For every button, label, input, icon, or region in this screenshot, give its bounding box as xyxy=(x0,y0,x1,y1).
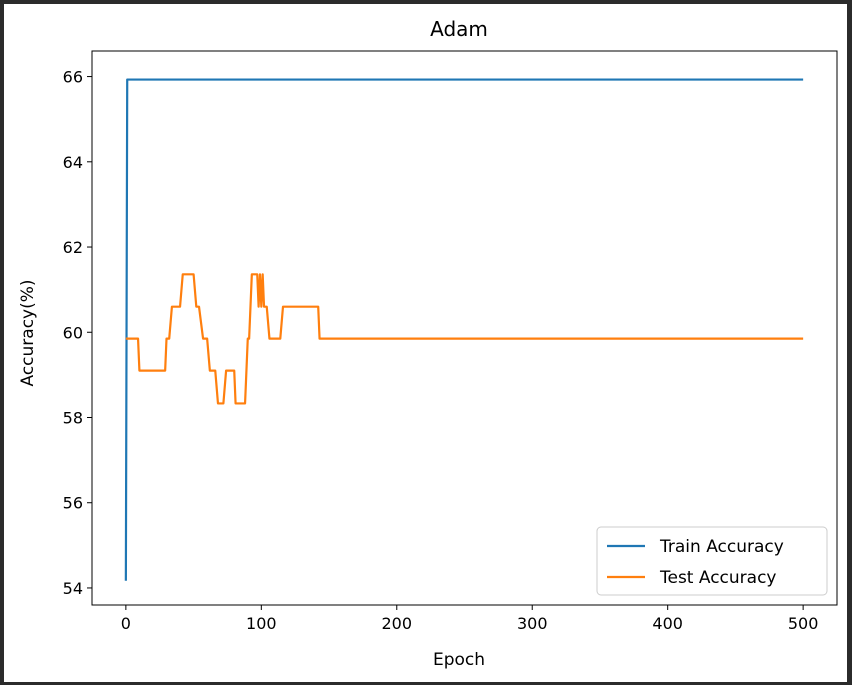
x-tick-label: 400 xyxy=(652,614,683,633)
x-axis-label: Epoch xyxy=(433,650,485,670)
series-line-test xyxy=(125,273,804,405)
y-axis-label: Accuracy(%) xyxy=(18,279,38,386)
legend-box xyxy=(596,526,828,596)
y-tick-label: 60 xyxy=(63,323,83,342)
x-tick-label: 200 xyxy=(381,614,412,633)
y-tick-label: 56 xyxy=(63,494,83,513)
x-axis: 0 100 200 300 400 500 xyxy=(121,605,819,633)
legend: Train Accuracy Test Accuracy xyxy=(596,526,828,596)
y-tick-label: 62 xyxy=(63,238,83,257)
legend-label-train: Train Accuracy xyxy=(659,537,784,557)
chart-title: Adam xyxy=(430,17,488,41)
x-tick-label: 100 xyxy=(246,614,277,633)
x-tick-label: 300 xyxy=(517,614,548,633)
x-tick-label: 500 xyxy=(788,614,819,633)
line-chart: Adam 0 100 200 300 400 500 54 56 58 60 62 64 66 Epo… xyxy=(18,17,838,670)
series-line-train xyxy=(124,78,804,581)
y-axis: 54 56 58 60 62 64 66 xyxy=(63,68,92,598)
y-tick-label: 66 xyxy=(63,68,83,87)
plot-frame xyxy=(91,50,838,606)
legend-label-test: Test Accuracy xyxy=(659,568,777,588)
plot-area xyxy=(91,50,838,606)
y-tick-label: 54 xyxy=(63,579,83,598)
y-tick-label: 64 xyxy=(63,153,83,172)
y-tick-label: 58 xyxy=(63,408,83,427)
figure-canvas: Adam 0 100 200 300 400 500 54 56 58 60 62 64 66 Epo… xyxy=(4,4,847,682)
x-tick-label: 0 xyxy=(121,614,131,633)
